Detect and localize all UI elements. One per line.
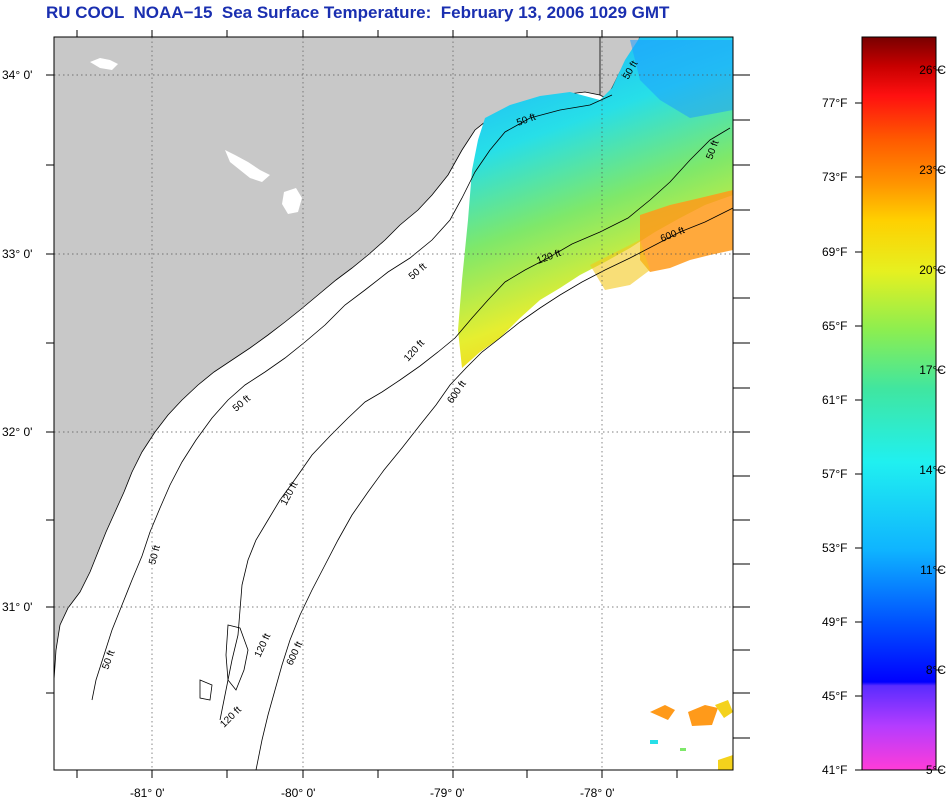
sst-patch	[688, 705, 718, 726]
longitude-label: -79° 0'	[430, 786, 464, 800]
graticule	[54, 37, 733, 770]
axis-ticks	[46, 30, 750, 778]
longitude-label: -80° 0'	[281, 786, 315, 800]
longitude-label: -78° 0'	[580, 786, 614, 800]
latitude-label: 31° 0'	[2, 600, 32, 614]
contour-shape	[199, 679, 213, 701]
sst-warm-band	[640, 190, 733, 272]
contour-120ft	[219, 127, 731, 721]
lake	[282, 188, 302, 214]
latitude-label: 33° 0'	[2, 247, 32, 261]
contour-50ft	[91, 94, 613, 701]
sst-warm-band	[590, 240, 650, 290]
longitude-label: -81° 0'	[130, 786, 164, 800]
latitude-label: 32° 0'	[2, 425, 32, 439]
lake	[90, 58, 118, 70]
contour-label: 50 ft	[147, 544, 163, 566]
contour-shape	[225, 624, 249, 691]
sst-patch	[715, 700, 733, 718]
sst-patch	[680, 748, 686, 751]
sst-cool-area	[630, 40, 733, 118]
sst-patch	[718, 755, 733, 770]
latitude-label: 34° 0'	[2, 68, 32, 82]
map-frame	[53, 36, 734, 771]
lake	[54, 690, 64, 750]
sst-patch	[650, 740, 658, 744]
sst-patch	[650, 705, 675, 720]
map-title: RU COOL NOAA−15 Sea Surface Temperature:…	[46, 3, 670, 22]
lake	[225, 150, 270, 182]
contour-600ft	[255, 207, 733, 770]
